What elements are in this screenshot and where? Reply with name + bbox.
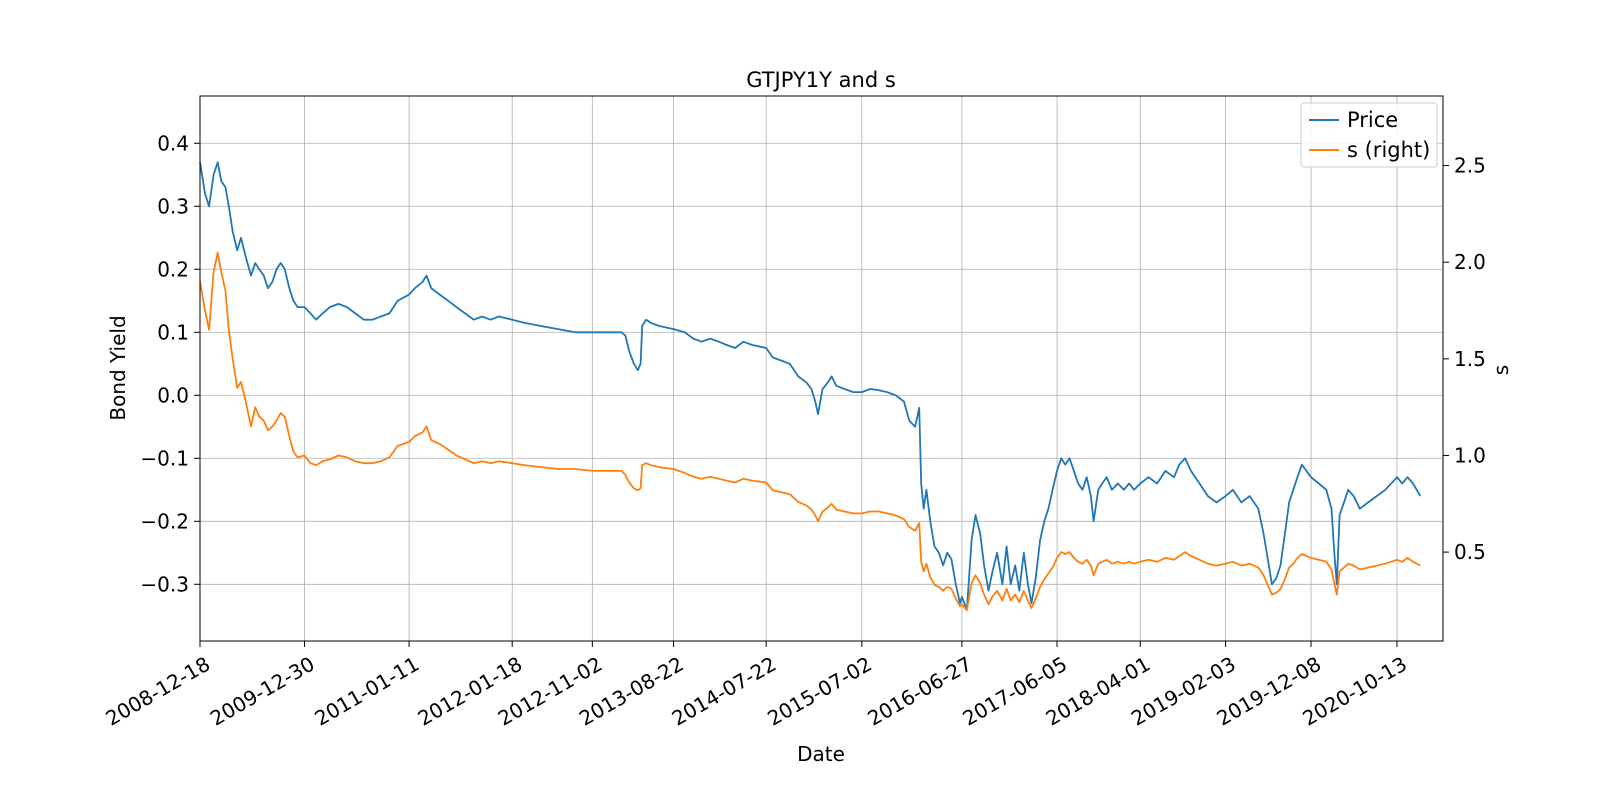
grid (199, 96, 1443, 641)
x-axis-title: Date (797, 742, 845, 766)
y-tick-label-left: 0.3 (157, 194, 189, 218)
y-axis-title-right: s (1489, 365, 1513, 375)
y-tick-label-left: −0.2 (140, 509, 189, 533)
plot-lines (199, 161, 1422, 611)
right-axis: 2.5 2.0 1.5 1.0 0.5 (1443, 154, 1486, 564)
y-tick-label-left: −0.1 (140, 446, 189, 470)
y-tick-label-right: 1.5 (1454, 347, 1486, 371)
y-tick-label-left: 0.0 (157, 383, 189, 407)
legend-label-price: Price (1347, 108, 1398, 132)
plot-frame (199, 95, 1444, 642)
legend: Price s (right) (1300, 102, 1438, 168)
y-tick-label-left: 0.1 (157, 320, 189, 344)
chart-title: GTJPY1Y and s (746, 68, 896, 92)
left-axis: 0.4 0.3 0.2 0.1 0.0 −0.1 −0.2 −0.3 (140, 131, 200, 596)
y-tick-label-left: −0.3 (140, 572, 189, 596)
y-tick-label-right: 0.5 (1454, 540, 1486, 564)
series-line-s (199, 251, 1421, 611)
legend-label-s: s (right) (1347, 138, 1430, 162)
y-tick-label-right: 2.5 (1454, 154, 1486, 178)
y-tick-label-right: 1.0 (1454, 443, 1486, 467)
y-tick-label-right: 2.0 (1454, 250, 1486, 274)
y-tick-label-left: 0.4 (157, 131, 189, 155)
series-line-price (199, 161, 1422, 611)
y-axis-title-left: Bond Yield (106, 315, 130, 420)
y-tick-label-left: 0.2 (157, 257, 189, 281)
